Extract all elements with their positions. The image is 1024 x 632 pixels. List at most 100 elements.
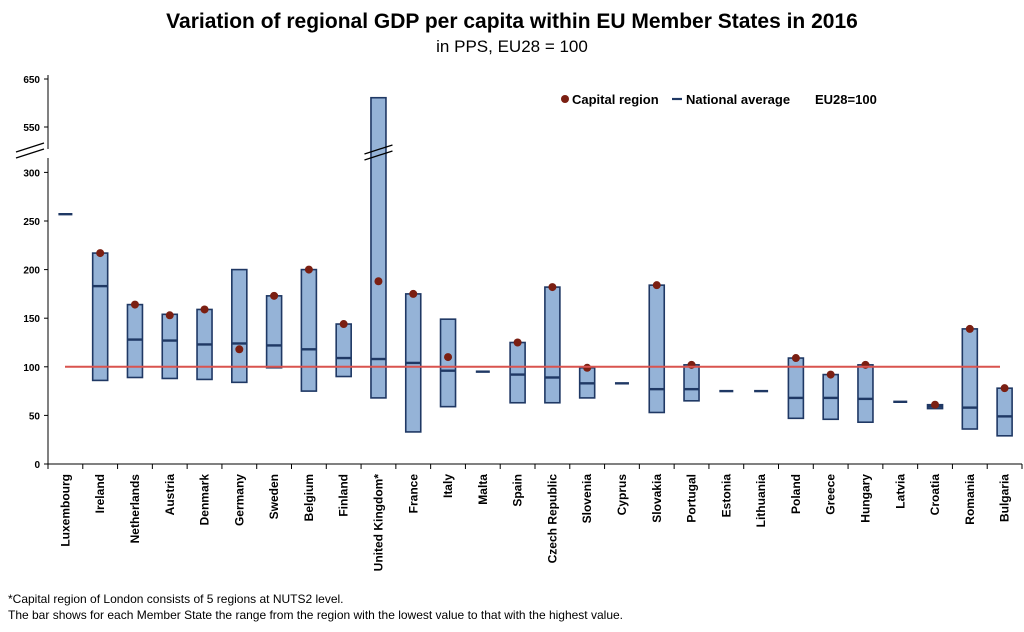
legend: Capital region National average EU28=100 <box>561 92 877 107</box>
range-bar <box>91 252 109 382</box>
range-bar <box>335 323 352 378</box>
axis-break-mark <box>15 148 45 159</box>
country-group: Netherlands <box>126 300 144 544</box>
capital-region-marker <box>513 338 522 347</box>
country-group: Belgium <box>300 265 318 521</box>
y-tick-label: 150 <box>23 314 40 325</box>
range-bar <box>265 295 283 369</box>
capital-region-marker <box>409 289 418 298</box>
capital-region-marker <box>444 353 453 362</box>
capital-region-marker <box>826 370 835 379</box>
x-category-label: Greece <box>824 474 838 515</box>
country-group: Sweden <box>265 291 283 519</box>
capital-region-marker <box>304 265 313 274</box>
y-tick-label: 650 <box>23 75 40 86</box>
capital-region-marker <box>339 320 348 329</box>
legend-eu-label: EU28=100 <box>815 92 877 107</box>
country-group: Romania <box>961 324 979 525</box>
country-group: Germany <box>231 268 248 526</box>
x-category-label: Denmark <box>198 474 212 526</box>
range-bar <box>857 364 874 424</box>
x-category-label: Bulgaria <box>998 474 1012 522</box>
bar-break-mark <box>364 144 393 155</box>
gdp-range-chart: 0 50 100 150 200 250 300 550 650 Luxembourg Irela… <box>15 75 1023 572</box>
country-group: Poland <box>787 354 805 514</box>
capital-region-marker <box>130 300 139 309</box>
capital-region-marker <box>931 400 940 409</box>
x-category-label: Poland <box>789 474 803 514</box>
range-bar <box>370 96 387 399</box>
capital-region-marker <box>96 249 105 258</box>
capital-region-marker <box>965 324 974 333</box>
x-category-label: Cyprus <box>615 474 629 516</box>
y-tick-label: 50 <box>29 411 41 422</box>
x-category-label: Malta <box>476 474 490 505</box>
x-category-label: Portugal <box>685 474 699 523</box>
range-bar <box>648 284 666 414</box>
capital-region-marker <box>791 354 800 363</box>
y-tick-label: 100 <box>23 363 40 374</box>
capital-region-marker <box>200 305 209 314</box>
country-group: Luxembourg <box>58 212 73 547</box>
range-bar <box>509 341 526 404</box>
x-category-label: Netherlands <box>128 474 142 544</box>
country-group: Czech Republic <box>544 283 561 563</box>
country-group: Croatia <box>926 400 944 516</box>
capital-region-marker <box>548 283 557 292</box>
country-group: Greece <box>822 370 839 515</box>
x-category-label: Finland <box>337 474 351 517</box>
x-category-label: Romania <box>963 474 977 525</box>
footnote-1: *Capital region of London consists of 5 … <box>8 592 344 606</box>
y-tick-label: 300 <box>23 168 40 179</box>
capital-region-marker <box>374 277 383 286</box>
range-bar <box>439 318 457 408</box>
country-group: Denmark <box>196 305 213 526</box>
y-tick-label: 0 <box>34 460 40 471</box>
country-group: France <box>404 289 422 514</box>
footnote-2: The bar shows for each Member State the … <box>8 608 623 622</box>
range-bar <box>231 268 248 384</box>
x-category-label: Latvia <box>893 474 907 509</box>
range-bar <box>961 328 979 430</box>
x-category-label: Croatia <box>928 474 942 516</box>
legend-capital-marker <box>561 95 569 103</box>
range-bar <box>544 286 561 404</box>
x-category-label: France <box>406 474 420 514</box>
country-group: Hungary <box>857 360 874 523</box>
bars-layer: Luxembourg Ireland Netherlands Austria Denma… <box>58 96 1013 572</box>
x-category-label: United Kingdom* <box>371 474 385 572</box>
x-category-label: Sweden <box>267 474 281 519</box>
x-category-label: Slovakia <box>650 474 664 523</box>
range-bar <box>300 268 318 392</box>
x-category-label: Germany <box>232 474 246 526</box>
legend-national-label: National average <box>686 92 790 107</box>
country-group: Finland <box>335 320 352 517</box>
capital-region-marker <box>165 311 174 320</box>
capital-region-marker <box>270 291 279 300</box>
legend-capital-label: Capital region <box>572 92 659 107</box>
country-group: Cyprus <box>614 382 629 516</box>
country-group: Ireland <box>91 249 109 513</box>
y-tick-label: 200 <box>23 266 40 277</box>
x-category-label: Spain <box>511 474 525 507</box>
x-category-label: Slovenia <box>580 474 594 524</box>
x-category-label: Luxembourg <box>58 474 72 547</box>
country-group: Bulgaria <box>996 384 1013 522</box>
chart-subtitle: in PPS, EU28 = 100 <box>436 37 588 56</box>
country-group: Austria <box>161 311 179 515</box>
x-category-label: Belgium <box>302 474 316 521</box>
range-bar <box>683 364 700 402</box>
axis-break-mark <box>15 142 45 153</box>
country-group: Slovakia <box>648 281 666 523</box>
x-category-label: Italy <box>441 474 455 498</box>
country-group: Slovenia <box>578 363 596 524</box>
capital-region-marker <box>652 281 661 290</box>
country-group: Malta <box>475 370 490 505</box>
bar-break-mark <box>364 150 393 161</box>
x-category-label: Hungary <box>858 474 872 523</box>
country-group: Lithuania <box>754 389 769 527</box>
range-bar <box>161 313 179 380</box>
country-group: Spain <box>509 338 526 507</box>
y-tick-label: 250 <box>23 217 40 228</box>
country-group: Portugal <box>683 360 700 523</box>
